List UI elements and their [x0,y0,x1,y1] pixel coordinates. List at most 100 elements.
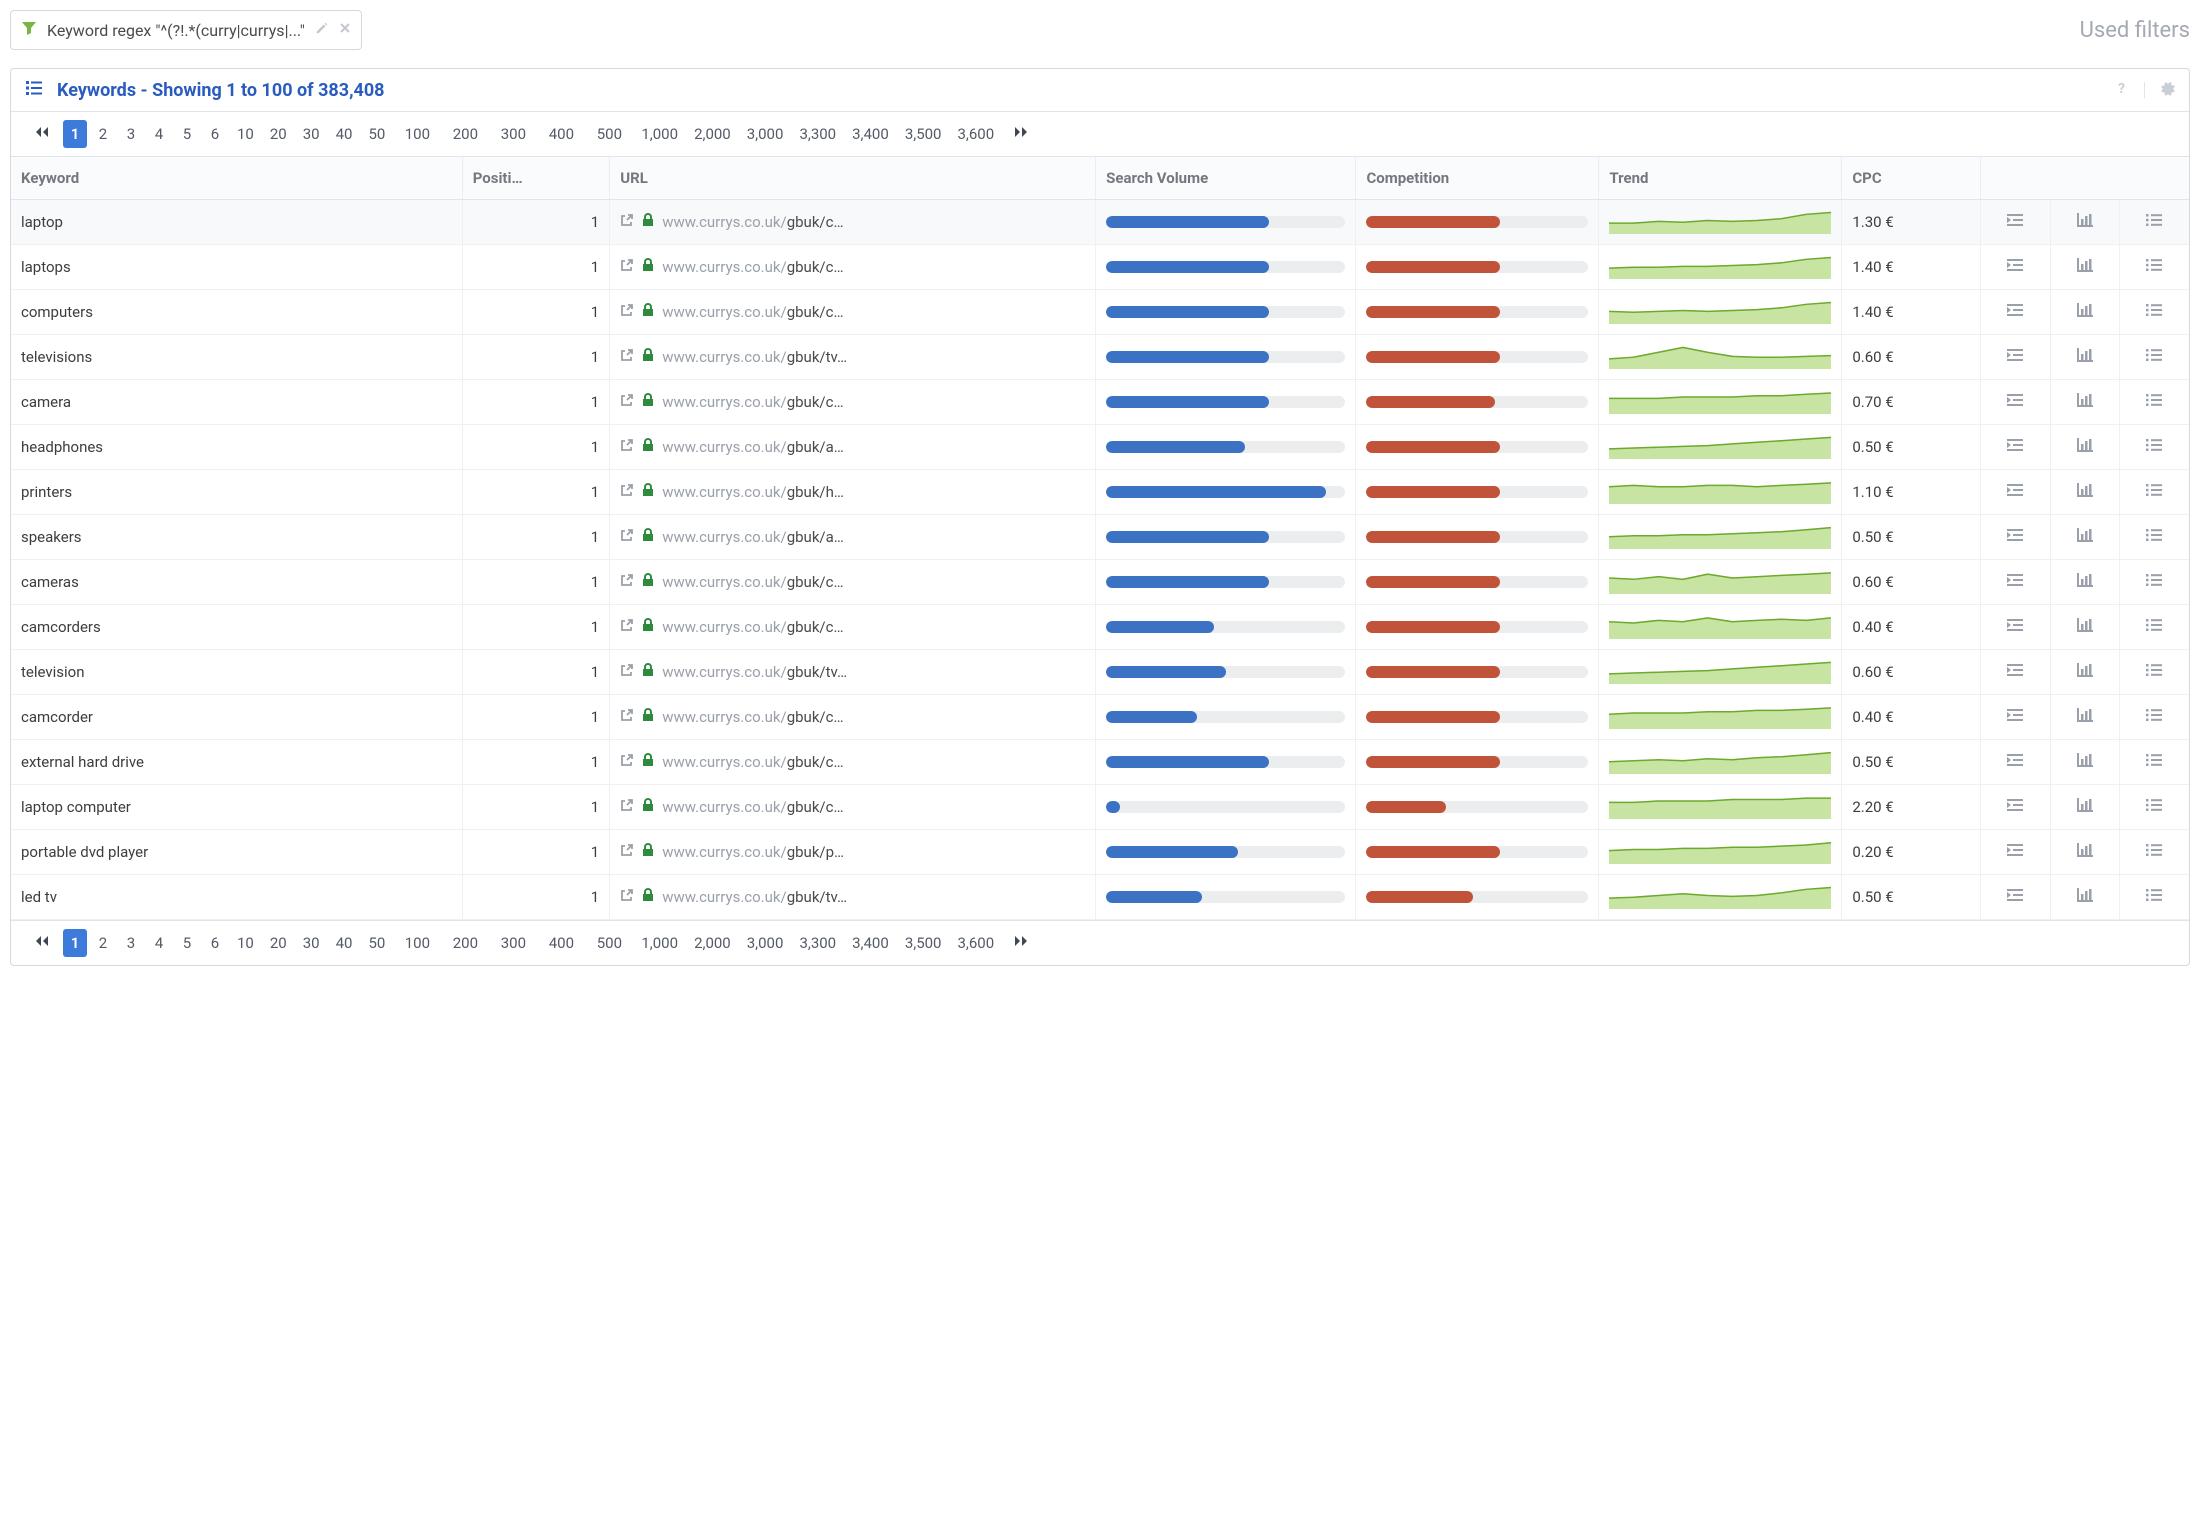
page-5[interactable]: 5 [175,120,199,148]
row-action-chart[interactable] [2050,605,2119,650]
page-2,000[interactable]: 2,000 [688,929,737,957]
url-cell[interactable]: www.currys.co.uk/gbuk/c… [610,245,1096,290]
external-link-icon[interactable] [620,618,634,636]
row-action-chart[interactable] [2050,740,2119,785]
pager-prev-icon[interactable] [25,122,59,146]
page-2[interactable]: 2 [91,120,115,148]
pager-prev-icon[interactable] [25,931,59,955]
row-action-list[interactable] [2119,695,2189,740]
page-100[interactable]: 100 [395,929,439,957]
url-cell[interactable]: www.currys.co.uk/gbuk/c… [610,380,1096,425]
col-trend[interactable]: Trend [1599,157,1842,200]
row-action-indent[interactable] [1981,425,2050,470]
page-200[interactable]: 200 [443,120,487,148]
row-action-indent[interactable] [1981,605,2050,650]
external-link-icon[interactable] [620,303,634,321]
url-cell[interactable]: www.currys.co.uk/gbuk/c… [610,290,1096,335]
url-cell[interactable]: www.currys.co.uk/gbuk/c… [610,785,1096,830]
url-cell[interactable]: www.currys.co.uk/gbuk/tv… [610,650,1096,695]
page-50[interactable]: 50 [363,929,392,957]
row-action-indent[interactable] [1981,650,2050,695]
external-link-icon[interactable] [620,438,634,456]
external-link-icon[interactable] [620,393,634,411]
row-action-indent[interactable] [1981,470,2050,515]
page-200[interactable]: 200 [443,929,487,957]
row-action-list[interactable] [2119,380,2189,425]
col-url[interactable]: URL [610,157,1096,200]
row-action-list[interactable] [2119,785,2189,830]
row-action-chart[interactable] [2050,830,2119,875]
keyword-cell[interactable]: portable dvd player [11,830,462,875]
keyword-cell[interactable]: televisions [11,335,462,380]
page-20[interactable]: 20 [264,929,293,957]
keyword-cell[interactable]: speakers [11,515,462,560]
external-link-icon[interactable] [620,213,634,231]
page-3,600[interactable]: 3,600 [952,929,1001,957]
keyword-cell[interactable]: computers [11,290,462,335]
page-300[interactable]: 300 [491,929,535,957]
page-3,000[interactable]: 3,000 [741,929,790,957]
close-icon[interactable] [339,22,351,38]
external-link-icon[interactable] [620,888,634,906]
page-3,300[interactable]: 3,300 [793,929,842,957]
page-3,500[interactable]: 3,500 [899,120,948,148]
external-link-icon[interactable] [620,708,634,726]
row-action-chart[interactable] [2050,470,2119,515]
row-action-chart[interactable] [2050,695,2119,740]
url-cell[interactable]: www.currys.co.uk/gbuk/p… [610,830,1096,875]
row-action-indent[interactable] [1981,875,2050,920]
page-1,000[interactable]: 1,000 [635,120,684,148]
page-1,000[interactable]: 1,000 [635,929,684,957]
pager-next-icon[interactable] [1004,122,1038,146]
row-action-list[interactable] [2119,425,2189,470]
page-10[interactable]: 10 [231,929,260,957]
row-action-chart[interactable] [2050,200,2119,245]
row-action-indent[interactable] [1981,515,2050,560]
page-6[interactable]: 6 [203,120,227,148]
page-5[interactable]: 5 [175,929,199,957]
external-link-icon[interactable] [620,528,634,546]
page-10[interactable]: 10 [231,120,260,148]
page-300[interactable]: 300 [491,120,535,148]
page-30[interactable]: 30 [297,929,326,957]
row-action-chart[interactable] [2050,290,2119,335]
page-400[interactable]: 400 [539,929,583,957]
col-competition[interactable]: Competition [1356,157,1599,200]
filter-chip[interactable]: Keyword regex "^(?!.*(curry|currys|..." [10,10,362,50]
row-action-chart[interactable] [2050,335,2119,380]
row-action-indent[interactable] [1981,245,2050,290]
keyword-cell[interactable]: cameras [11,560,462,605]
row-action-list[interactable] [2119,515,2189,560]
page-3,500[interactable]: 3,500 [899,929,948,957]
external-link-icon[interactable] [620,483,634,501]
col-keyword[interactable]: Keyword [11,157,462,200]
pencil-icon[interactable] [315,21,329,39]
url-cell[interactable]: www.currys.co.uk/gbuk/c… [610,605,1096,650]
row-action-list[interactable] [2119,875,2189,920]
gear-icon[interactable] [2159,80,2175,100]
row-action-list[interactable] [2119,740,2189,785]
keyword-cell[interactable]: laptop [11,200,462,245]
row-action-list[interactable] [2119,335,2189,380]
row-action-list[interactable] [2119,605,2189,650]
row-action-indent[interactable] [1981,560,2050,605]
page-400[interactable]: 400 [539,120,583,148]
page-40[interactable]: 40 [330,929,359,957]
external-link-icon[interactable] [620,573,634,591]
row-action-list[interactable] [2119,650,2189,695]
row-action-chart[interactable] [2050,560,2119,605]
pager-next-icon[interactable] [1004,931,1038,955]
page-4[interactable]: 4 [147,120,171,148]
col-cpc[interactable]: CPC [1842,157,1981,200]
page-3,600[interactable]: 3,600 [952,120,1001,148]
row-action-chart[interactable] [2050,425,2119,470]
page-1[interactable]: 1 [63,120,87,148]
page-50[interactable]: 50 [363,120,392,148]
external-link-icon[interactable] [620,843,634,861]
row-action-list[interactable] [2119,290,2189,335]
row-action-indent[interactable] [1981,830,2050,875]
col-position[interactable]: Positi… [462,157,610,200]
help-icon[interactable]: ? [2114,80,2130,100]
keyword-cell[interactable]: camcorders [11,605,462,650]
page-6[interactable]: 6 [203,929,227,957]
